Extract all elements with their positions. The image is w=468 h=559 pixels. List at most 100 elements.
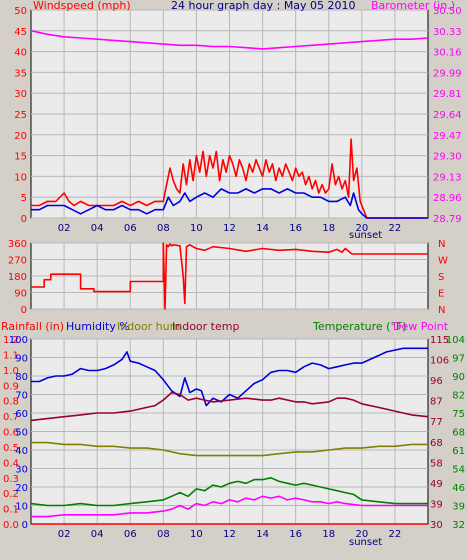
rain-tick-label: 0.3 bbox=[3, 474, 19, 485]
series-temperature bbox=[30, 476, 428, 507]
legend-dew-point: Dew Point bbox=[393, 320, 449, 333]
series-wind_direction bbox=[31, 242, 428, 310]
indoor-temp-tick-label: 77 bbox=[430, 417, 443, 428]
barometer-axis-label: Barometer (in.) bbox=[371, 0, 455, 12]
temperature-tick-label: 39 bbox=[452, 502, 465, 513]
hour-tick-label: 16 bbox=[289, 529, 302, 540]
hour-tick-label: 10 bbox=[190, 529, 203, 540]
wind-tick-label: 0 bbox=[21, 214, 27, 225]
hour-tick-label: 12 bbox=[223, 223, 236, 234]
wind-tick-label: 10 bbox=[14, 172, 27, 183]
temperature-tick-label: 75 bbox=[452, 409, 465, 420]
hour-tick-label: 06 bbox=[124, 223, 137, 234]
grid-lines bbox=[31, 9, 428, 525]
temperature-tick-label: 82 bbox=[452, 391, 465, 402]
wind-axis-label: Windspeed (mph) bbox=[33, 0, 131, 12]
indoor-temp-tick-label: 68 bbox=[430, 438, 443, 449]
hour-tick-label: 08 bbox=[157, 223, 170, 234]
indoor-temp-tick-label: 87 bbox=[430, 397, 443, 408]
series-dew_point bbox=[31, 495, 428, 518]
compass-label: S bbox=[438, 272, 444, 283]
hour-tick-label: 16 bbox=[289, 223, 302, 234]
hour-tick-label: 10 bbox=[190, 223, 203, 234]
humidity-tick-label: 30 bbox=[15, 465, 28, 476]
wind-tick-label: 35 bbox=[14, 68, 27, 79]
humidity-tick-label: 40 bbox=[15, 446, 28, 457]
barometer-tick-label: 30.50 bbox=[433, 6, 462, 17]
hour-tick-label: 20 bbox=[355, 223, 368, 234]
hour-tick-label: 02 bbox=[58, 529, 71, 540]
hour-tick-label: 04 bbox=[91, 223, 104, 234]
wind-tick-label: 15 bbox=[14, 152, 27, 163]
compass-label: N bbox=[438, 239, 445, 250]
temperature-tick-label: 32 bbox=[452, 520, 465, 531]
humidity-tick-label: 90 bbox=[15, 354, 28, 365]
rain-tick-label: 0.2 bbox=[3, 489, 19, 500]
hour-tick-label: 22 bbox=[389, 223, 402, 234]
chart-title: 24 hour graph day : May 05 2010 bbox=[171, 0, 356, 12]
rain-tick-label: 0.0 bbox=[3, 520, 19, 531]
wind-tick-label: 20 bbox=[14, 131, 27, 142]
wind-tick-label: 40 bbox=[14, 48, 27, 59]
rain-tick-label: 0.6 bbox=[3, 428, 19, 439]
indoor-temp-tick-label: 96 bbox=[430, 376, 443, 387]
series-avg_wind bbox=[31, 188, 428, 219]
hour-tick-label: 14 bbox=[256, 223, 269, 234]
humidity-tick-label: 0 bbox=[22, 520, 28, 531]
humidity-tick-label: 20 bbox=[15, 483, 28, 494]
legend-indoor-hum: Indoor hum bbox=[117, 320, 180, 333]
direction-tick-label: 180 bbox=[8, 272, 27, 283]
series-indoor_hum bbox=[31, 441, 428, 457]
indoor-temp-tick-label: 106 bbox=[430, 356, 449, 367]
wind-tick-label: 5 bbox=[21, 193, 27, 204]
rain-tick-label: 0.8 bbox=[3, 397, 19, 408]
barometer-tick-label: 28.79 bbox=[433, 214, 462, 225]
sunset-marker-bottom: sunset bbox=[349, 537, 382, 548]
hour-tick-label: 02 bbox=[58, 223, 71, 234]
humidity-tick-label: 70 bbox=[15, 391, 28, 402]
direction-tick-label: 90 bbox=[14, 289, 27, 300]
rain-tick-label: 0.4 bbox=[3, 458, 19, 469]
hour-tick-label: 12 bbox=[223, 529, 236, 540]
temperature-tick-label: 104 bbox=[446, 335, 465, 346]
wind-tick-label: 30 bbox=[14, 89, 27, 100]
temperature-tick-label: 90 bbox=[452, 372, 465, 383]
hour-tick-label: 06 bbox=[124, 529, 137, 540]
series-indoor_temp bbox=[30, 391, 429, 422]
humidity-tick-label: 50 bbox=[15, 428, 28, 439]
rain-tick-label: 0.1 bbox=[3, 505, 19, 516]
temperature-tick-label: 54 bbox=[452, 465, 465, 476]
humidity-tick-label: 10 bbox=[15, 502, 28, 513]
indoor-temp-tick-label: 39 bbox=[430, 499, 443, 510]
sunset-marker-top: sunset bbox=[349, 230, 382, 241]
barometer-tick-label: 29.99 bbox=[433, 68, 462, 79]
temperature-tick-label: 61 bbox=[452, 446, 465, 457]
compass-label: E bbox=[438, 289, 444, 300]
indoor-temp-tick-label: 49 bbox=[430, 479, 443, 490]
barometer-tick-label: 29.64 bbox=[433, 110, 462, 121]
direction-tick-label: 0 bbox=[21, 305, 27, 316]
barometer-tick-label: 29.30 bbox=[433, 152, 462, 163]
wind-tick-label: 50 bbox=[14, 6, 27, 17]
indoor-temp-tick-label: 30 bbox=[430, 520, 443, 531]
humidity-tick-label: 100 bbox=[9, 335, 28, 346]
hour-tick-label: 14 bbox=[256, 529, 269, 540]
wind-tick-label: 45 bbox=[14, 27, 27, 38]
temperature-tick-label: 46 bbox=[452, 483, 465, 494]
series-barometer bbox=[30, 29, 429, 50]
legend-indoor-temp: Indoor temp bbox=[172, 320, 239, 333]
wind-tick-label: 25 bbox=[14, 110, 27, 121]
legend-rainfall: Rainfall (in) bbox=[1, 320, 64, 333]
humidity-tick-label: 60 bbox=[15, 409, 28, 420]
rain-tick-label: 0.5 bbox=[3, 443, 19, 454]
barometer-tick-label: 29.81 bbox=[433, 89, 462, 100]
barometer-tick-label: 30.33 bbox=[433, 27, 462, 38]
hour-tick-label: 08 bbox=[157, 529, 170, 540]
rain-tick-label: 1.0 bbox=[3, 366, 19, 377]
temperature-tick-label: 97 bbox=[452, 354, 465, 365]
humidity-tick-label: 80 bbox=[15, 372, 28, 383]
rain-tick-label: 0.7 bbox=[3, 412, 19, 423]
rain-tick-label: 0.9 bbox=[3, 381, 19, 392]
